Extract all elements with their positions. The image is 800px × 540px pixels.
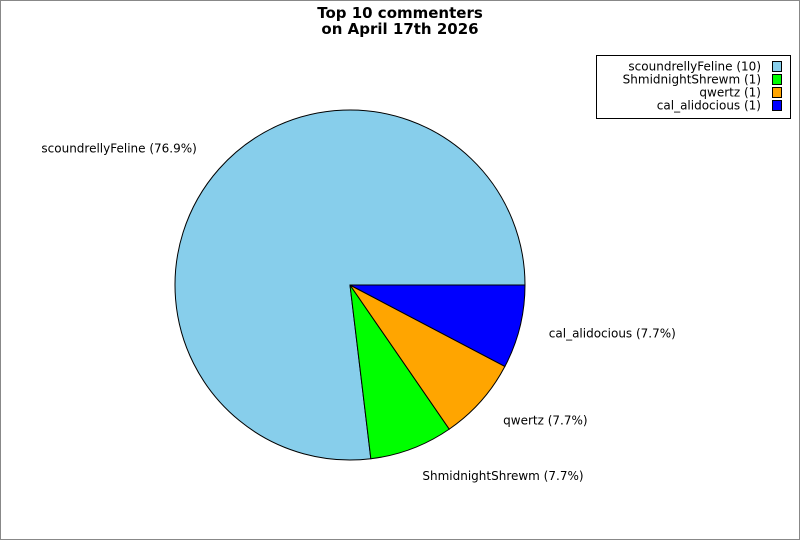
slice-label: cal_alidocious (7.7%) bbox=[549, 327, 676, 341]
legend-label: cal_alidocious (1) bbox=[657, 99, 761, 113]
legend-swatch bbox=[772, 61, 782, 72]
legend-label: qwertz (1) bbox=[699, 86, 761, 100]
legend-swatch bbox=[772, 87, 782, 98]
slice-label: ShmidnightShrewm (7.7%) bbox=[422, 469, 583, 483]
slice-label: scoundrellyFeline (76.9%) bbox=[41, 142, 196, 156]
legend-label: scoundrellyFeline (10) bbox=[628, 60, 761, 74]
chart-title: Top 10 commenters on April 17th 2026 bbox=[317, 4, 483, 38]
slice-label: qwertz (7.7%) bbox=[503, 413, 587, 427]
legend-swatch bbox=[772, 100, 782, 111]
legend-swatch bbox=[772, 74, 782, 85]
pie-slice bbox=[349, 284, 526, 368]
legend-label: ShmidnightShrewm (1) bbox=[623, 73, 761, 87]
legend-box bbox=[596, 55, 791, 119]
